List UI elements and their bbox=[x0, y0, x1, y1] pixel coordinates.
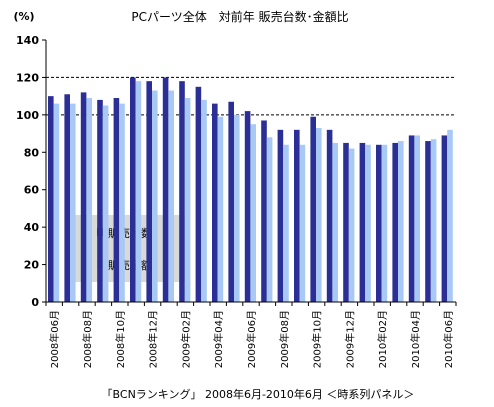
bar-units bbox=[113, 98, 120, 302]
bar-amount bbox=[283, 144, 289, 302]
bar-units bbox=[392, 142, 398, 302]
y-tick-label: 80 bbox=[24, 146, 40, 159]
bar-amount bbox=[430, 139, 437, 302]
bar-units bbox=[343, 142, 349, 302]
bar-units bbox=[408, 135, 415, 302]
x-tick-label: 2010年06月 bbox=[442, 310, 455, 368]
x-tick-label: 2010年04月 bbox=[409, 310, 422, 368]
bar-units bbox=[425, 141, 431, 302]
bar-units bbox=[359, 142, 366, 302]
bar-units bbox=[310, 116, 316, 302]
x-tick-label: 2009年04月 bbox=[212, 310, 225, 368]
bar-units bbox=[179, 81, 185, 302]
bar-units bbox=[244, 111, 251, 302]
bar-amount bbox=[447, 129, 453, 302]
bar-amount bbox=[381, 144, 388, 302]
bar-amount bbox=[168, 90, 174, 302]
x-axis-ticks: 2008年06月 2008年08月 2008年10月 2008年12月 2009年02月… bbox=[45, 302, 457, 368]
bar-units bbox=[48, 96, 54, 302]
bar-amount bbox=[102, 105, 109, 302]
bar-amount bbox=[348, 148, 355, 302]
bar-amount bbox=[414, 135, 420, 302]
bar-units bbox=[97, 99, 103, 302]
bar-amount bbox=[119, 103, 125, 302]
bar-units bbox=[162, 77, 169, 303]
bar-amount bbox=[316, 127, 322, 303]
bar-amount bbox=[70, 103, 76, 302]
x-tick-label: 2008年12月 bbox=[147, 310, 160, 368]
bar-amount bbox=[266, 137, 273, 302]
bar-amount bbox=[299, 144, 306, 302]
x-tick-label: 2009年08月 bbox=[278, 310, 291, 368]
bar-amount bbox=[332, 142, 338, 302]
bar-units bbox=[146, 81, 152, 302]
bar-amount bbox=[135, 81, 142, 302]
y-axis-label: (%) bbox=[13, 10, 34, 23]
gridlines bbox=[46, 76, 456, 116]
bar-units bbox=[376, 144, 382, 302]
bar-amount bbox=[184, 98, 191, 302]
bar-units bbox=[441, 135, 448, 302]
axes bbox=[45, 40, 456, 303]
x-tick-label: 2008年06月 bbox=[48, 310, 61, 368]
bar-amount bbox=[53, 103, 60, 302]
bar-units bbox=[80, 92, 87, 303]
bar-amount bbox=[365, 144, 371, 302]
bar-amount bbox=[86, 98, 92, 302]
bar-units bbox=[277, 129, 284, 302]
y-tick-label: 100 bbox=[16, 109, 39, 122]
y-tick-label: 60 bbox=[24, 184, 40, 197]
bar-units bbox=[64, 94, 70, 303]
x-tick-label: 2010年02月 bbox=[376, 310, 389, 368]
x-tick-label: 2009年06月 bbox=[245, 310, 258, 368]
chart-title: PCパーツ全体 対前年 販売台数･金額比 bbox=[131, 9, 348, 24]
y-tick-label: 20 bbox=[24, 259, 40, 272]
bar-units bbox=[294, 129, 300, 302]
bar-amount bbox=[398, 141, 404, 302]
bars bbox=[48, 77, 453, 303]
bar-units bbox=[228, 101, 234, 302]
y-tick-label: 140 bbox=[16, 34, 39, 47]
source-footer: 「BCNランキング」 2008年6月-2010年6月 ＜時系列パネル＞ bbox=[102, 387, 415, 401]
bar-units bbox=[261, 120, 267, 302]
bar-amount bbox=[234, 114, 240, 302]
x-tick-label: 2008年08月 bbox=[81, 310, 94, 368]
bar-amount bbox=[152, 90, 158, 302]
x-tick-label: 2008年10月 bbox=[114, 310, 127, 368]
bar-amount bbox=[250, 124, 256, 303]
bar-amount bbox=[217, 116, 224, 302]
y-axis-ticks: 0 20 40 60 80 100 120 140 bbox=[16, 34, 46, 309]
bar-units bbox=[212, 103, 218, 302]
y-tick-label: 40 bbox=[24, 221, 40, 234]
x-tick-label: 2009年02月 bbox=[179, 310, 192, 368]
x-tick-label: 2009年10月 bbox=[311, 310, 324, 368]
bar-units bbox=[130, 77, 136, 303]
y-tick-label: 0 bbox=[31, 296, 39, 309]
bar-units bbox=[326, 129, 333, 302]
y-tick-label: 120 bbox=[16, 71, 39, 84]
x-tick-label: 2009年12月 bbox=[343, 310, 356, 368]
bar-amount bbox=[201, 99, 207, 302]
bar-units bbox=[195, 86, 202, 302]
